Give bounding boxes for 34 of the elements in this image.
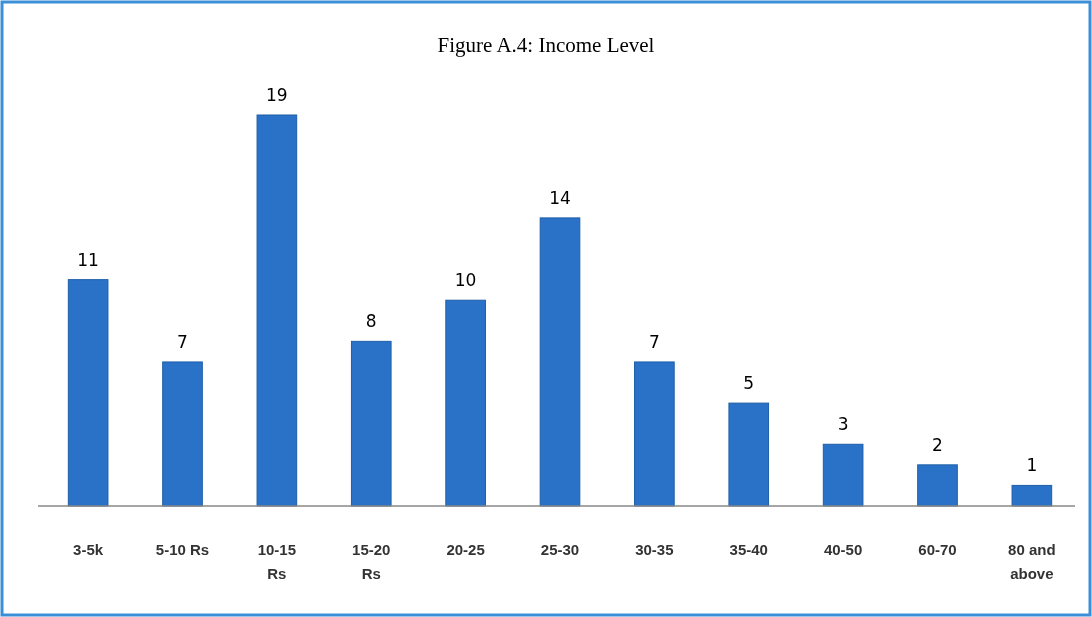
x-tick-label: 20-25 [446,541,485,558]
data-label: 1 [1026,455,1038,476]
x-tick-label: 30-35 [635,541,674,558]
data-label: 8 [365,311,377,332]
bar [67,279,109,507]
x-tick-label: 3-5k [73,541,104,558]
bar [350,340,392,507]
bar [445,299,486,507]
bar [1011,484,1053,507]
bar [728,402,770,507]
x-tick-label: 40-50 [823,541,863,558]
x-tick-label: 60-70 [918,541,957,558]
bar [634,361,675,507]
data-label: 10 [454,270,477,291]
data-label: 7 [177,331,188,352]
x-tick-label: 25-30 [540,541,580,558]
x-tick-label: 5-10 Rs [155,541,210,558]
x-tick-label: 10-15 Rs [257,541,297,582]
bar [256,114,298,507]
data-label: 11 [77,249,99,270]
data-label: 5 [743,373,755,394]
x-tick-label: 80 and above [1008,541,1056,582]
data-label: 7 [648,331,660,352]
x-tick-label: 35-40 [729,541,768,558]
data-label: 2 [932,434,943,455]
data-label: 14 [549,187,571,208]
bar [822,443,864,507]
data-label: 3 [837,414,849,435]
x-tick-label: 15-20 Rs [352,541,391,582]
data-label: 19 [266,85,288,105]
bar [162,361,203,507]
bar [539,217,581,507]
chart-title: Figure A.4: Income Level [437,33,655,57]
bar [917,464,958,507]
